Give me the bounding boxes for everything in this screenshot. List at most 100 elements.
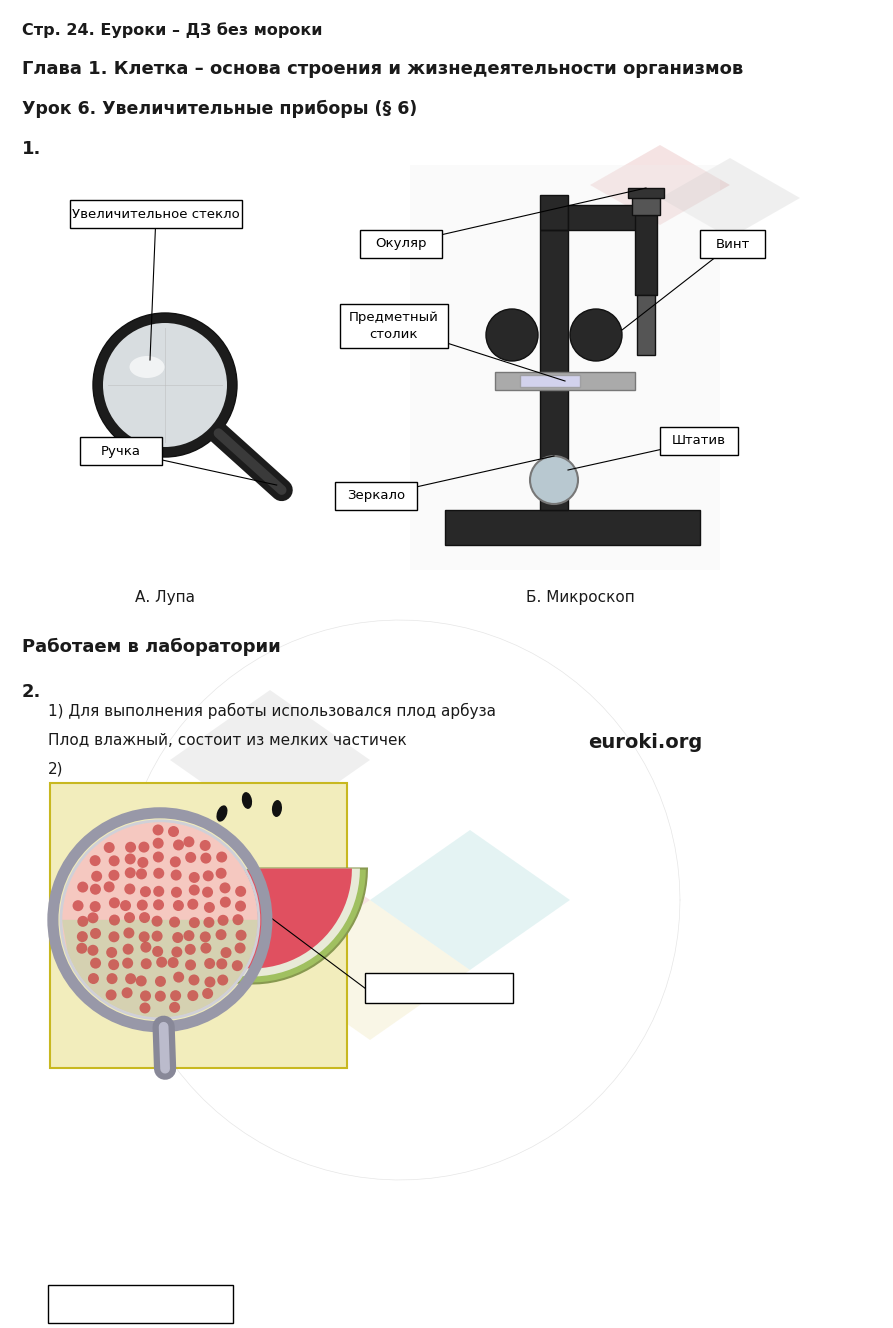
FancyBboxPatch shape [340, 304, 448, 348]
Text: Глава 1. Клетка – основа строения и жизнедеятельности организмов: Глава 1. Клетка – основа строения и жизн… [22, 60, 743, 78]
Circle shape [77, 882, 88, 892]
Text: euroki.org: euroki.org [588, 733, 702, 752]
Circle shape [138, 842, 149, 853]
FancyBboxPatch shape [335, 482, 417, 510]
Text: Предметный
столик: Предметный столик [349, 312, 439, 340]
Circle shape [169, 916, 180, 927]
Circle shape [173, 972, 184, 983]
Circle shape [188, 991, 198, 1001]
Circle shape [152, 931, 163, 942]
Circle shape [140, 991, 151, 1001]
Circle shape [139, 1003, 150, 1013]
Polygon shape [270, 900, 470, 1040]
Circle shape [215, 867, 227, 879]
Polygon shape [151, 869, 360, 976]
Circle shape [220, 882, 230, 894]
Circle shape [78, 916, 88, 927]
Polygon shape [540, 205, 650, 230]
Polygon shape [144, 869, 367, 984]
Text: Работаем в лаборатории: Работаем в лаборатории [22, 637, 280, 656]
Text: Увеличительное стекло: Увеличительное стекло [72, 207, 240, 220]
Circle shape [154, 867, 164, 879]
Polygon shape [170, 691, 370, 830]
Circle shape [153, 838, 163, 849]
Circle shape [152, 916, 163, 927]
Circle shape [141, 959, 152, 969]
Circle shape [200, 841, 211, 851]
Circle shape [108, 870, 120, 880]
Circle shape [122, 957, 133, 968]
Circle shape [72, 900, 84, 911]
Circle shape [136, 869, 147, 879]
FancyBboxPatch shape [410, 165, 720, 570]
Bar [520, 374, 580, 386]
Polygon shape [660, 158, 800, 238]
Circle shape [530, 456, 578, 505]
Circle shape [153, 825, 163, 835]
Circle shape [202, 887, 213, 898]
Circle shape [188, 975, 199, 985]
Circle shape [204, 957, 215, 969]
Circle shape [235, 943, 246, 954]
Circle shape [106, 973, 118, 984]
Circle shape [90, 928, 101, 939]
Circle shape [108, 959, 119, 971]
Circle shape [62, 822, 258, 1017]
Circle shape [171, 887, 182, 898]
Circle shape [125, 973, 136, 984]
Circle shape [140, 942, 151, 952]
Circle shape [105, 989, 117, 1000]
Polygon shape [170, 830, 370, 969]
Circle shape [235, 886, 246, 896]
Circle shape [104, 842, 114, 853]
Circle shape [188, 872, 200, 883]
Circle shape [125, 867, 136, 878]
FancyBboxPatch shape [50, 784, 347, 1068]
Circle shape [220, 896, 231, 907]
Circle shape [93, 313, 237, 457]
Circle shape [89, 902, 101, 912]
Circle shape [173, 900, 184, 911]
Circle shape [235, 900, 246, 911]
Circle shape [232, 914, 244, 926]
Circle shape [204, 902, 215, 912]
Circle shape [139, 912, 150, 923]
Circle shape [124, 912, 135, 923]
Circle shape [109, 855, 120, 866]
Circle shape [171, 947, 182, 957]
Circle shape [125, 842, 136, 853]
Circle shape [88, 912, 98, 923]
Circle shape [185, 944, 196, 955]
Circle shape [188, 884, 200, 895]
Circle shape [123, 927, 134, 939]
Bar [637, 295, 655, 355]
FancyBboxPatch shape [660, 428, 738, 456]
Bar [628, 189, 664, 198]
Circle shape [486, 309, 538, 361]
FancyBboxPatch shape [80, 437, 162, 465]
Circle shape [200, 943, 212, 954]
FancyBboxPatch shape [700, 230, 765, 258]
Polygon shape [370, 830, 570, 969]
Circle shape [185, 851, 196, 863]
Circle shape [156, 956, 167, 968]
Circle shape [202, 988, 213, 999]
Circle shape [76, 943, 88, 954]
Circle shape [232, 960, 243, 971]
Circle shape [90, 883, 101, 895]
Circle shape [204, 916, 214, 928]
Text: Стр. 24. Еуроки – ДЗ без мороки: Стр. 24. Еуроки – ДЗ без мороки [22, 23, 322, 37]
Circle shape [200, 931, 211, 943]
Ellipse shape [272, 799, 282, 817]
Circle shape [170, 991, 181, 1001]
Circle shape [104, 882, 114, 892]
Bar [635, 215, 657, 295]
Circle shape [91, 871, 102, 882]
Circle shape [218, 915, 229, 926]
Circle shape [203, 870, 213, 882]
Circle shape [217, 975, 229, 985]
Circle shape [77, 931, 88, 942]
Circle shape [121, 987, 132, 999]
Circle shape [122, 944, 134, 955]
Ellipse shape [129, 356, 164, 378]
